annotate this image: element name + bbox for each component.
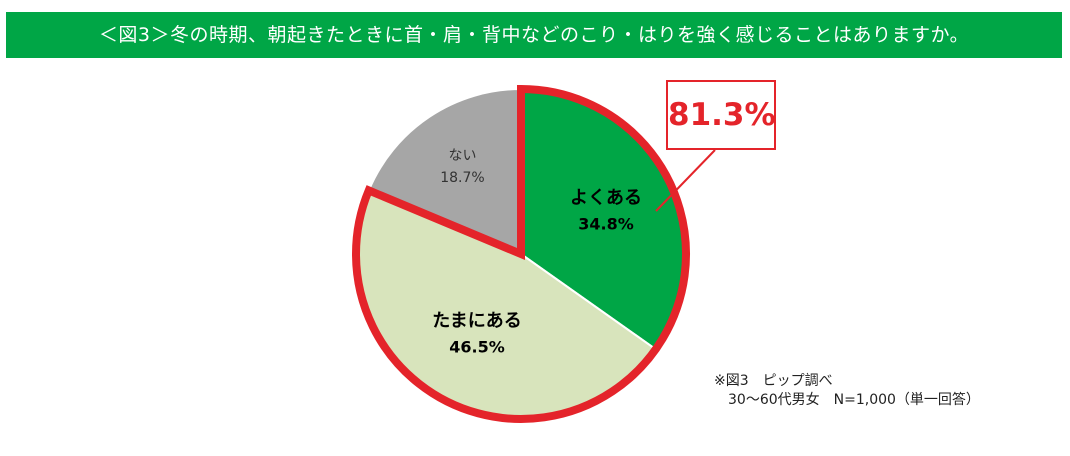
slice-value-label-2: 18.7% [440, 170, 484, 186]
slice-label-2: ない [448, 148, 476, 164]
chart-title-banner: ＜図3＞冬の時期、朝起きたときに首・肩・背中などのこり・はりを強く感じることはあ… [6, 12, 1062, 58]
slice-label-0: よくある [570, 187, 642, 208]
highlight-outline [352, 84, 690, 423]
callout-leader-line [655, 149, 716, 212]
slice-value-label-0: 34.8% [578, 214, 634, 233]
source-note: ※図3 ピップ調べ 30〜60代男女 N=1,000（単一回答） [714, 372, 980, 410]
slice-label-1: たまにある [432, 311, 521, 332]
source-note-line1: ※図3 ピップ調べ [714, 373, 833, 389]
slice-value-label-1: 46.5% [449, 338, 505, 357]
pie-slice-2 [367, 87, 522, 256]
source-note-line2: 30〜60代男女 N=1,000（単一回答） [714, 392, 980, 408]
highlight-total-callout: 81.3% [666, 80, 776, 150]
